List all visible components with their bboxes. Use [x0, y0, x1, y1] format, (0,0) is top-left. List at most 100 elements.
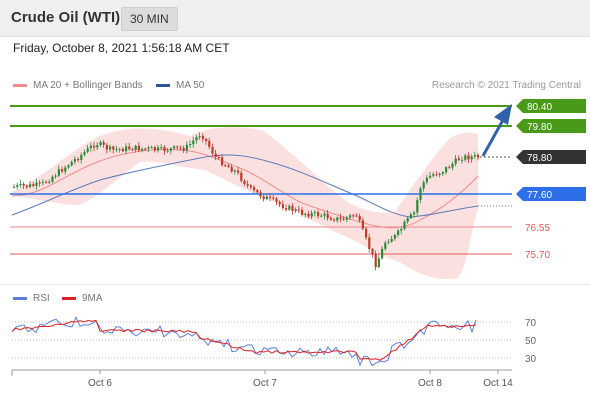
legend-rsi-label: RSI — [33, 293, 50, 304]
candle-body — [445, 167, 448, 173]
tag-r2: 80.40 — [516, 99, 586, 113]
candle-body — [294, 209, 297, 211]
candle-body — [249, 185, 252, 188]
candle-body — [297, 209, 300, 211]
candle-body — [422, 182, 425, 189]
candle-body — [365, 228, 368, 238]
credit-text: Research © 2021 Trading Central — [431, 80, 581, 91]
candle-body — [201, 136, 204, 139]
tag-r1: 79.80 — [516, 119, 586, 133]
candle-body — [326, 213, 329, 219]
candle-body — [48, 181, 51, 183]
candle-body — [83, 151, 86, 155]
candle-body — [473, 155, 476, 157]
candle-body — [224, 165, 227, 167]
candle-body — [457, 158, 460, 160]
candle-body — [336, 217, 339, 221]
candle-body — [131, 149, 134, 151]
rsi-axis-30: 30 — [525, 354, 537, 365]
candle-body — [150, 147, 153, 149]
candle-body — [310, 213, 313, 217]
candle-body — [237, 170, 240, 173]
candle-body — [70, 161, 73, 166]
candle-body — [205, 138, 208, 141]
candle-body — [22, 183, 25, 186]
chart-datetime: Friday, October 8, 2021 1:56:18 AM CET — [13, 41, 230, 55]
candle-body — [281, 204, 284, 209]
candle-body — [230, 166, 233, 172]
candle-body — [438, 173, 441, 176]
candle-body — [470, 156, 473, 160]
candle-body — [41, 181, 44, 183]
x-label-oct6: Oct 6 — [88, 378, 112, 389]
legend-bollinger-label: MA 20 + Bollinger Bands — [33, 80, 143, 91]
rsi-ma-line — [11, 319, 477, 361]
candle-body — [320, 215, 323, 217]
candle-body — [166, 150, 169, 152]
candle-body — [451, 163, 454, 168]
candle-body — [19, 183, 22, 186]
candle-body — [96, 145, 99, 148]
rsi-line — [11, 315, 477, 367]
x-label-oct14: Oct 14 — [483, 378, 513, 389]
interval-button[interactable]: 30 MIN — [121, 7, 178, 31]
candle-body — [419, 188, 422, 200]
candle-body — [77, 159, 80, 161]
candle-body — [179, 147, 182, 149]
candle-body — [246, 184, 249, 186]
candle-body — [377, 258, 380, 267]
candle-body — [157, 147, 160, 151]
candle-body — [99, 142, 102, 146]
candle-body — [185, 144, 188, 151]
candle-body — [384, 242, 387, 249]
instrument-title: Crude Oil (WTI) — [11, 9, 121, 26]
candle-body — [259, 192, 262, 197]
tag-current-text: 78.80 — [527, 153, 552, 164]
candle-body — [301, 210, 304, 215]
candle-body — [128, 146, 131, 150]
candle-body — [342, 218, 345, 220]
candle-body — [54, 175, 57, 177]
candle-body — [25, 185, 28, 187]
tag-r2-text: 80.40 — [527, 102, 552, 113]
candle-body — [345, 217, 348, 220]
tag-current: 78.80 — [516, 150, 586, 164]
candle-body — [144, 148, 147, 150]
candle-body — [432, 174, 435, 176]
candle-body — [192, 140, 195, 144]
candlesticks — [13, 132, 480, 271]
candle-body — [352, 215, 355, 217]
candle-body — [333, 219, 336, 221]
candle-body — [272, 197, 275, 199]
candle-body — [313, 212, 316, 214]
candle-body — [102, 142, 105, 145]
candle-body — [89, 145, 92, 149]
candle-body — [153, 147, 156, 151]
candle-body — [425, 177, 428, 183]
candle-body — [176, 146, 179, 148]
candle-body — [57, 169, 60, 176]
candle-body — [435, 174, 438, 176]
candle-body — [361, 220, 364, 229]
candle-body — [35, 182, 38, 186]
tag-pivot: 77.60 — [516, 187, 586, 201]
target-arrowhead — [494, 104, 512, 125]
candle-body — [477, 155, 480, 158]
candle-body — [112, 146, 115, 150]
candle-body — [374, 254, 377, 267]
candle-body — [109, 146, 112, 150]
candle-body — [147, 147, 150, 149]
candle-body — [189, 143, 192, 145]
candle-body — [243, 180, 246, 185]
candle-body — [13, 186, 16, 188]
candle-body — [217, 156, 220, 158]
legend-ma50-label: MA 50 — [176, 80, 205, 91]
tag-s1-text: 76.55 — [525, 223, 550, 234]
candle-body — [371, 249, 374, 255]
candle-body — [160, 147, 163, 149]
candle-body — [403, 221, 406, 229]
candle-body — [240, 172, 243, 181]
candle-body — [73, 159, 76, 162]
ma50-swatch — [156, 84, 170, 87]
